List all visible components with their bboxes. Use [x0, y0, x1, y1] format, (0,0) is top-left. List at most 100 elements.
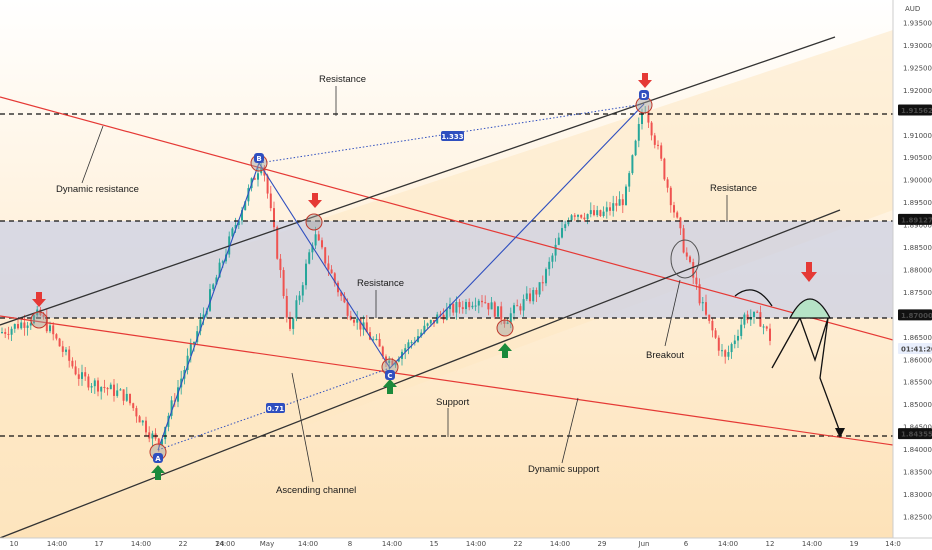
candle-body: [449, 304, 451, 310]
y-tick-label: 1.85000: [903, 401, 932, 409]
candle-body: [13, 324, 16, 329]
down-arrow-icon: [32, 292, 46, 307]
ratio-label-bd: 1.333: [441, 133, 463, 141]
price-label-box: [898, 428, 932, 440]
up-arrow-icon: [383, 379, 397, 394]
candle-body: [641, 112, 643, 124]
candle-body: [689, 256, 691, 263]
dynamic-resistance-line: [0, 96, 894, 341]
candle-body: [426, 323, 429, 326]
candle-body: [308, 252, 311, 264]
candle-body: [615, 203, 618, 206]
candle-body: [484, 302, 487, 304]
x-tick-label: 8: [348, 540, 352, 548]
candle-body: [455, 302, 458, 313]
x-tick-label: 14:00: [47, 540, 67, 548]
price-labels: 1.91562 1.89127 1.87000 01:41:20 1.84355: [898, 104, 932, 440]
candle-body: [7, 333, 10, 335]
x-tick-label: 19: [850, 540, 859, 548]
x-tick-label: 14:00: [382, 540, 402, 548]
candle-body: [663, 158, 666, 180]
candle-body: [353, 319, 355, 323]
candle-body: [551, 255, 554, 262]
candle-body: [276, 227, 279, 259]
candle-body: [74, 366, 77, 375]
x-tick-label: 12: [766, 540, 775, 548]
candle-body: [100, 386, 103, 392]
candle-body: [586, 214, 589, 220]
candle-body: [90, 386, 93, 388]
y-tick-label: 1.83000: [903, 491, 932, 499]
candle-body: [295, 300, 298, 319]
price-label-box: [898, 104, 932, 116]
candle-body: [618, 199, 621, 206]
pointer-line: [561, 397, 579, 464]
candle-body: [122, 389, 125, 401]
candle-body: [157, 438, 160, 445]
candle-body: [522, 299, 525, 311]
x-tick-label: 22: [179, 540, 188, 548]
price-label-box: [898, 309, 932, 321]
candle-body: [493, 302, 496, 317]
x-tick-label: 14:00: [550, 540, 570, 548]
abcd-pattern: [157, 103, 645, 451]
candle-body: [660, 145, 663, 159]
annotation-resistance-top: Resistance: [319, 74, 366, 85]
candle-body: [458, 302, 461, 308]
candle-body: [487, 302, 490, 310]
candle-body: [129, 393, 131, 404]
ratio-box: [441, 131, 464, 141]
pattern-label-a: A: [155, 455, 161, 463]
candle-body: [58, 338, 61, 347]
candle-body: [305, 263, 307, 286]
candle-body: [500, 306, 503, 320]
x-tick-label: 24: [216, 540, 225, 548]
y-tick-label: 1.89000: [903, 222, 932, 230]
candle-body: [266, 175, 269, 194]
candle-body: [516, 305, 519, 307]
x-tick-label: 15: [430, 540, 439, 548]
candle-body: [743, 314, 746, 325]
candle-body: [186, 355, 189, 370]
price-axis-background: [893, 0, 932, 550]
candle-body: [93, 380, 96, 387]
candle-body: [669, 187, 672, 206]
y-tick-label: 1.93000: [903, 42, 932, 50]
pointer-line: [291, 372, 314, 483]
pattern-label-box: [254, 153, 264, 163]
candle-body: [397, 358, 400, 362]
y-tick-label: 1.90500: [903, 154, 932, 162]
candle-body: [692, 262, 695, 278]
candle-body: [637, 123, 640, 141]
pattern-label-box: [153, 453, 163, 463]
pattern-label-c: C: [387, 372, 392, 380]
candle-body: [343, 296, 346, 303]
candle-body: [4, 332, 7, 334]
time-axis-background: [0, 538, 932, 550]
candle-body: [394, 361, 397, 366]
candle-body: [97, 380, 99, 392]
candle-body: [737, 335, 739, 341]
y-tick-label: 1.87500: [903, 289, 932, 297]
candle-body: [474, 305, 477, 307]
touch-circle: [305, 213, 323, 231]
x-tick-label: 17: [95, 540, 104, 548]
candle-body: [87, 376, 90, 388]
candle-body: [375, 338, 378, 340]
annotation-resistance-right: Resistance: [710, 183, 757, 194]
candle-body: [327, 263, 330, 270]
candle-body: [372, 339, 375, 341]
candle-body: [346, 302, 349, 316]
candle-body: [733, 340, 736, 345]
candle-body: [769, 328, 771, 341]
candle-body: [762, 326, 765, 328]
head-shape-green: [788, 298, 832, 319]
candle-body: [442, 314, 445, 320]
candle-body: [420, 332, 423, 337]
resistance-zone: [0, 221, 893, 318]
x-tick-label: 14:00: [718, 540, 738, 548]
candle-body: [17, 324, 19, 329]
y-tick-label: 1.91000: [903, 132, 932, 140]
